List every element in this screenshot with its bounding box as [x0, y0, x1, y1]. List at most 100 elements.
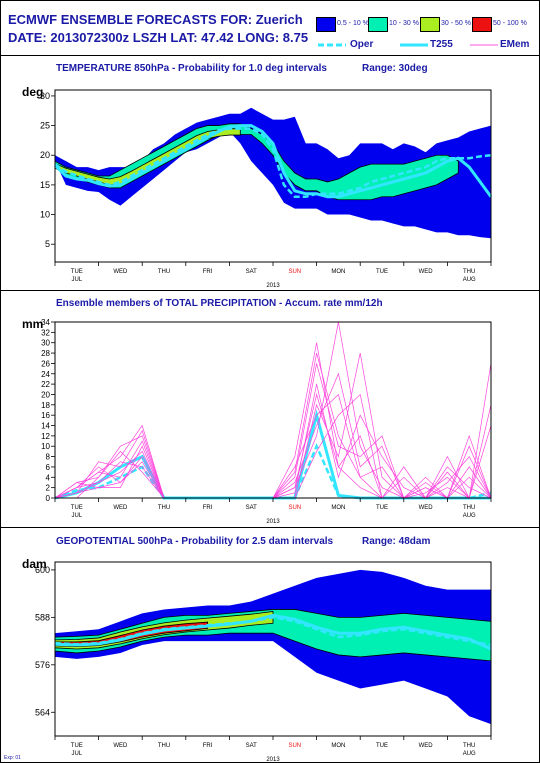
y-tick-label: 16	[41, 411, 50, 420]
x-tick-label: THU	[158, 505, 170, 511]
band-outer	[55, 107, 491, 239]
legend-swatch-0	[316, 17, 336, 32]
x-tick-label: SUN	[288, 505, 301, 511]
header-subtitle: DATE: 2013072300z LSZH LAT: 47.42 LONG: …	[8, 30, 309, 45]
y-tick-label: 26	[41, 359, 50, 368]
legend-swatch-1	[368, 17, 388, 32]
legend-emem-label: EMem	[500, 39, 530, 50]
series-emem-6	[54, 363, 492, 499]
header-title: ECMWF ENSEMBLE FORECASTS FOR: Zuerich	[8, 12, 303, 27]
precip-title: Ensemble members of TOTAL PRECIPITATION …	[56, 298, 383, 309]
x-tick-label: SAT	[246, 269, 258, 275]
y-tick-label: 0	[46, 494, 51, 503]
x-tick-label: WED	[113, 505, 128, 511]
x-tick-label: THU	[158, 269, 170, 275]
x-year-label: 2013	[266, 757, 280, 762]
y-tick-label: 10	[41, 442, 50, 451]
separator-1	[0, 55, 540, 56]
x-tick-label: TUE	[376, 505, 388, 511]
x-tick-label: SUN	[288, 269, 301, 275]
x-tick-label: TUE	[71, 505, 83, 511]
x-tick-label: FRI	[203, 505, 213, 511]
series-emem-2	[54, 342, 491, 499]
x-month-label: JUL	[71, 513, 82, 519]
legend-oper-label: Oper	[350, 39, 374, 50]
y-tick-label: 2	[46, 484, 51, 493]
y-tick-label: 10	[40, 210, 50, 220]
y-tick-label: 20	[40, 150, 50, 160]
y-tick-label: 8	[46, 453, 51, 462]
x-tick-label: THU	[463, 269, 475, 275]
y-tick-label: 30	[40, 91, 50, 101]
x-tick-label: TUE	[376, 269, 388, 275]
y-tick-label: 28	[41, 349, 50, 358]
footer-exp: Exp: 01	[4, 755, 21, 761]
legend-label-2: 30 - 50 %	[441, 20, 471, 27]
y-tick-label: 588	[35, 612, 50, 622]
separator-3	[0, 527, 540, 528]
temp-title: TEMPERATURE 850hPa - Probability for 1.0…	[56, 63, 327, 74]
y-tick-label: 18	[41, 401, 50, 410]
y-tick-label: 6	[46, 463, 51, 472]
y-tick-label: 34	[41, 318, 50, 327]
band-mid	[54, 123, 459, 201]
geo-title: GEOPOTENTIAL 500hPa - Probability for 2.…	[56, 536, 334, 547]
geo-range: Range: 48dam	[362, 536, 431, 547]
precipitation-chart: 0246810121416182022242628303234mmTUEJULW…	[22, 317, 492, 525]
x-tick-label: TUE	[376, 743, 388, 749]
y-tick-label: 600	[35, 565, 50, 575]
series-t255-1	[54, 613, 492, 651]
x-tick-label: MON	[331, 743, 345, 749]
series-oper-0	[54, 127, 492, 199]
legend-label-3: 50 - 100 %	[493, 20, 527, 27]
legend-label-1: 10 - 30 %	[389, 20, 419, 27]
separator-2	[0, 290, 540, 291]
y-tick-label: 5	[45, 239, 50, 249]
legend-swatch-3	[472, 17, 492, 32]
legend-label-0: 0.5 - 10 %	[337, 20, 369, 27]
y-tick-label: 576	[35, 660, 50, 670]
legend-swatch-2	[420, 17, 440, 32]
legend-lines	[318, 43, 498, 47]
x-tick-label: SUN	[288, 743, 301, 749]
x-year-label: 2013	[266, 519, 280, 525]
x-month-label: AUG	[463, 751, 476, 757]
x-tick-label: TUE	[71, 743, 83, 749]
y-axis-label: deg	[22, 85, 43, 99]
x-tick-label: FRI	[203, 269, 213, 275]
x-tick-label: THU	[158, 743, 170, 749]
y-tick-label: 24	[41, 370, 50, 379]
series-emem-7	[54, 372, 492, 499]
series-emem-5	[54, 353, 492, 499]
x-tick-label: WED	[419, 743, 434, 749]
x-tick-label: WED	[113, 269, 128, 275]
x-tick-label: SAT	[246, 743, 258, 749]
band-outer	[55, 569, 491, 725]
plot-frame	[54, 321, 492, 499]
x-tick-label: SAT	[246, 505, 258, 511]
y-tick-label: 30	[41, 339, 50, 348]
x-tick-label: WED	[419, 269, 434, 275]
x-tick-label: WED	[113, 743, 128, 749]
y-tick-label: 14	[41, 422, 50, 431]
x-tick-label: TUE	[71, 269, 83, 275]
y-tick-label: 20	[41, 390, 50, 399]
y-tick-label: 25	[40, 121, 50, 131]
temperature-chart: 5 10 15 20 25 30deg TUE JUL WED THU FRI SAT SUN MON TU…	[22, 85, 493, 289]
y-tick-label: 4	[46, 473, 51, 482]
series-emem-3	[54, 353, 492, 499]
temp-range: Range: 30deg	[362, 63, 428, 74]
x-year-label: 2013	[266, 283, 280, 289]
x-tick-label: FRI	[203, 743, 213, 749]
x-month-label: JUL	[71, 277, 82, 283]
x-month-label: JUL	[71, 751, 82, 757]
x-tick-label: THU	[463, 743, 475, 749]
x-tick-label: WED	[419, 505, 434, 511]
y-axis-label: mm	[22, 317, 43, 331]
x-tick-label: MON	[331, 505, 345, 511]
x-month-label: AUG	[463, 513, 476, 519]
y-axis-label: dam	[22, 557, 47, 571]
y-tick-label: 32	[41, 328, 50, 337]
y-tick-label: 564	[35, 707, 50, 717]
